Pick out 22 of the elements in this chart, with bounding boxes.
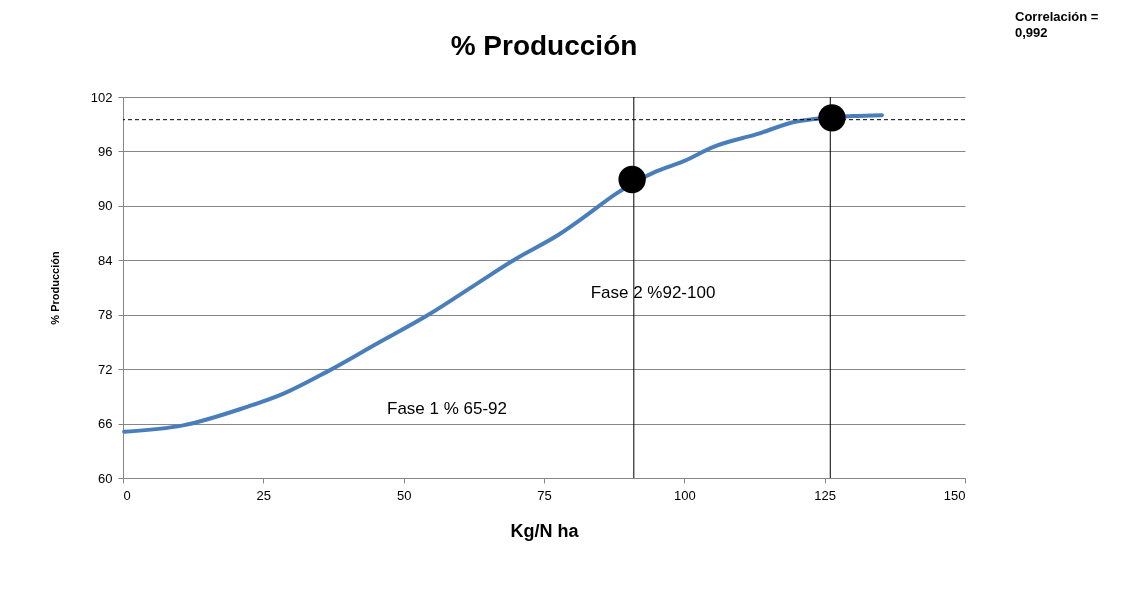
x-axis-title: Kg/N ha: [510, 520, 580, 541]
y-tick-label: 60: [98, 470, 113, 486]
y-axis-title: % Producción: [48, 251, 61, 325]
y-tick-label: 72: [98, 361, 113, 377]
x-tick-label: 25: [256, 487, 272, 503]
chart-title: % Producción: [450, 30, 638, 61]
x-tick-label: 0: [123, 487, 131, 503]
y-tick-label: 102: [90, 89, 113, 105]
line-series: [122, 113, 884, 434]
annotation: Fase 1 % 65-92: [386, 399, 508, 418]
y-tick-label: 84: [98, 252, 113, 268]
annotation: Fase 2 %92-100: [590, 283, 716, 302]
x-tick-label: 100: [673, 487, 696, 503]
text: Correlación = 0,992: [1015, 9, 1099, 40]
x-tick-label: 50: [396, 487, 412, 503]
y-tick-label: 96: [98, 143, 113, 159]
y-tick-label: 66: [98, 416, 113, 432]
x-tick-label: 150: [943, 487, 966, 503]
y-tick-label: 90: [98, 198, 113, 214]
x-tick-label: 125: [814, 487, 837, 503]
y-tick-label: 78: [98, 307, 113, 323]
x-tick-label: 75: [537, 487, 552, 503]
